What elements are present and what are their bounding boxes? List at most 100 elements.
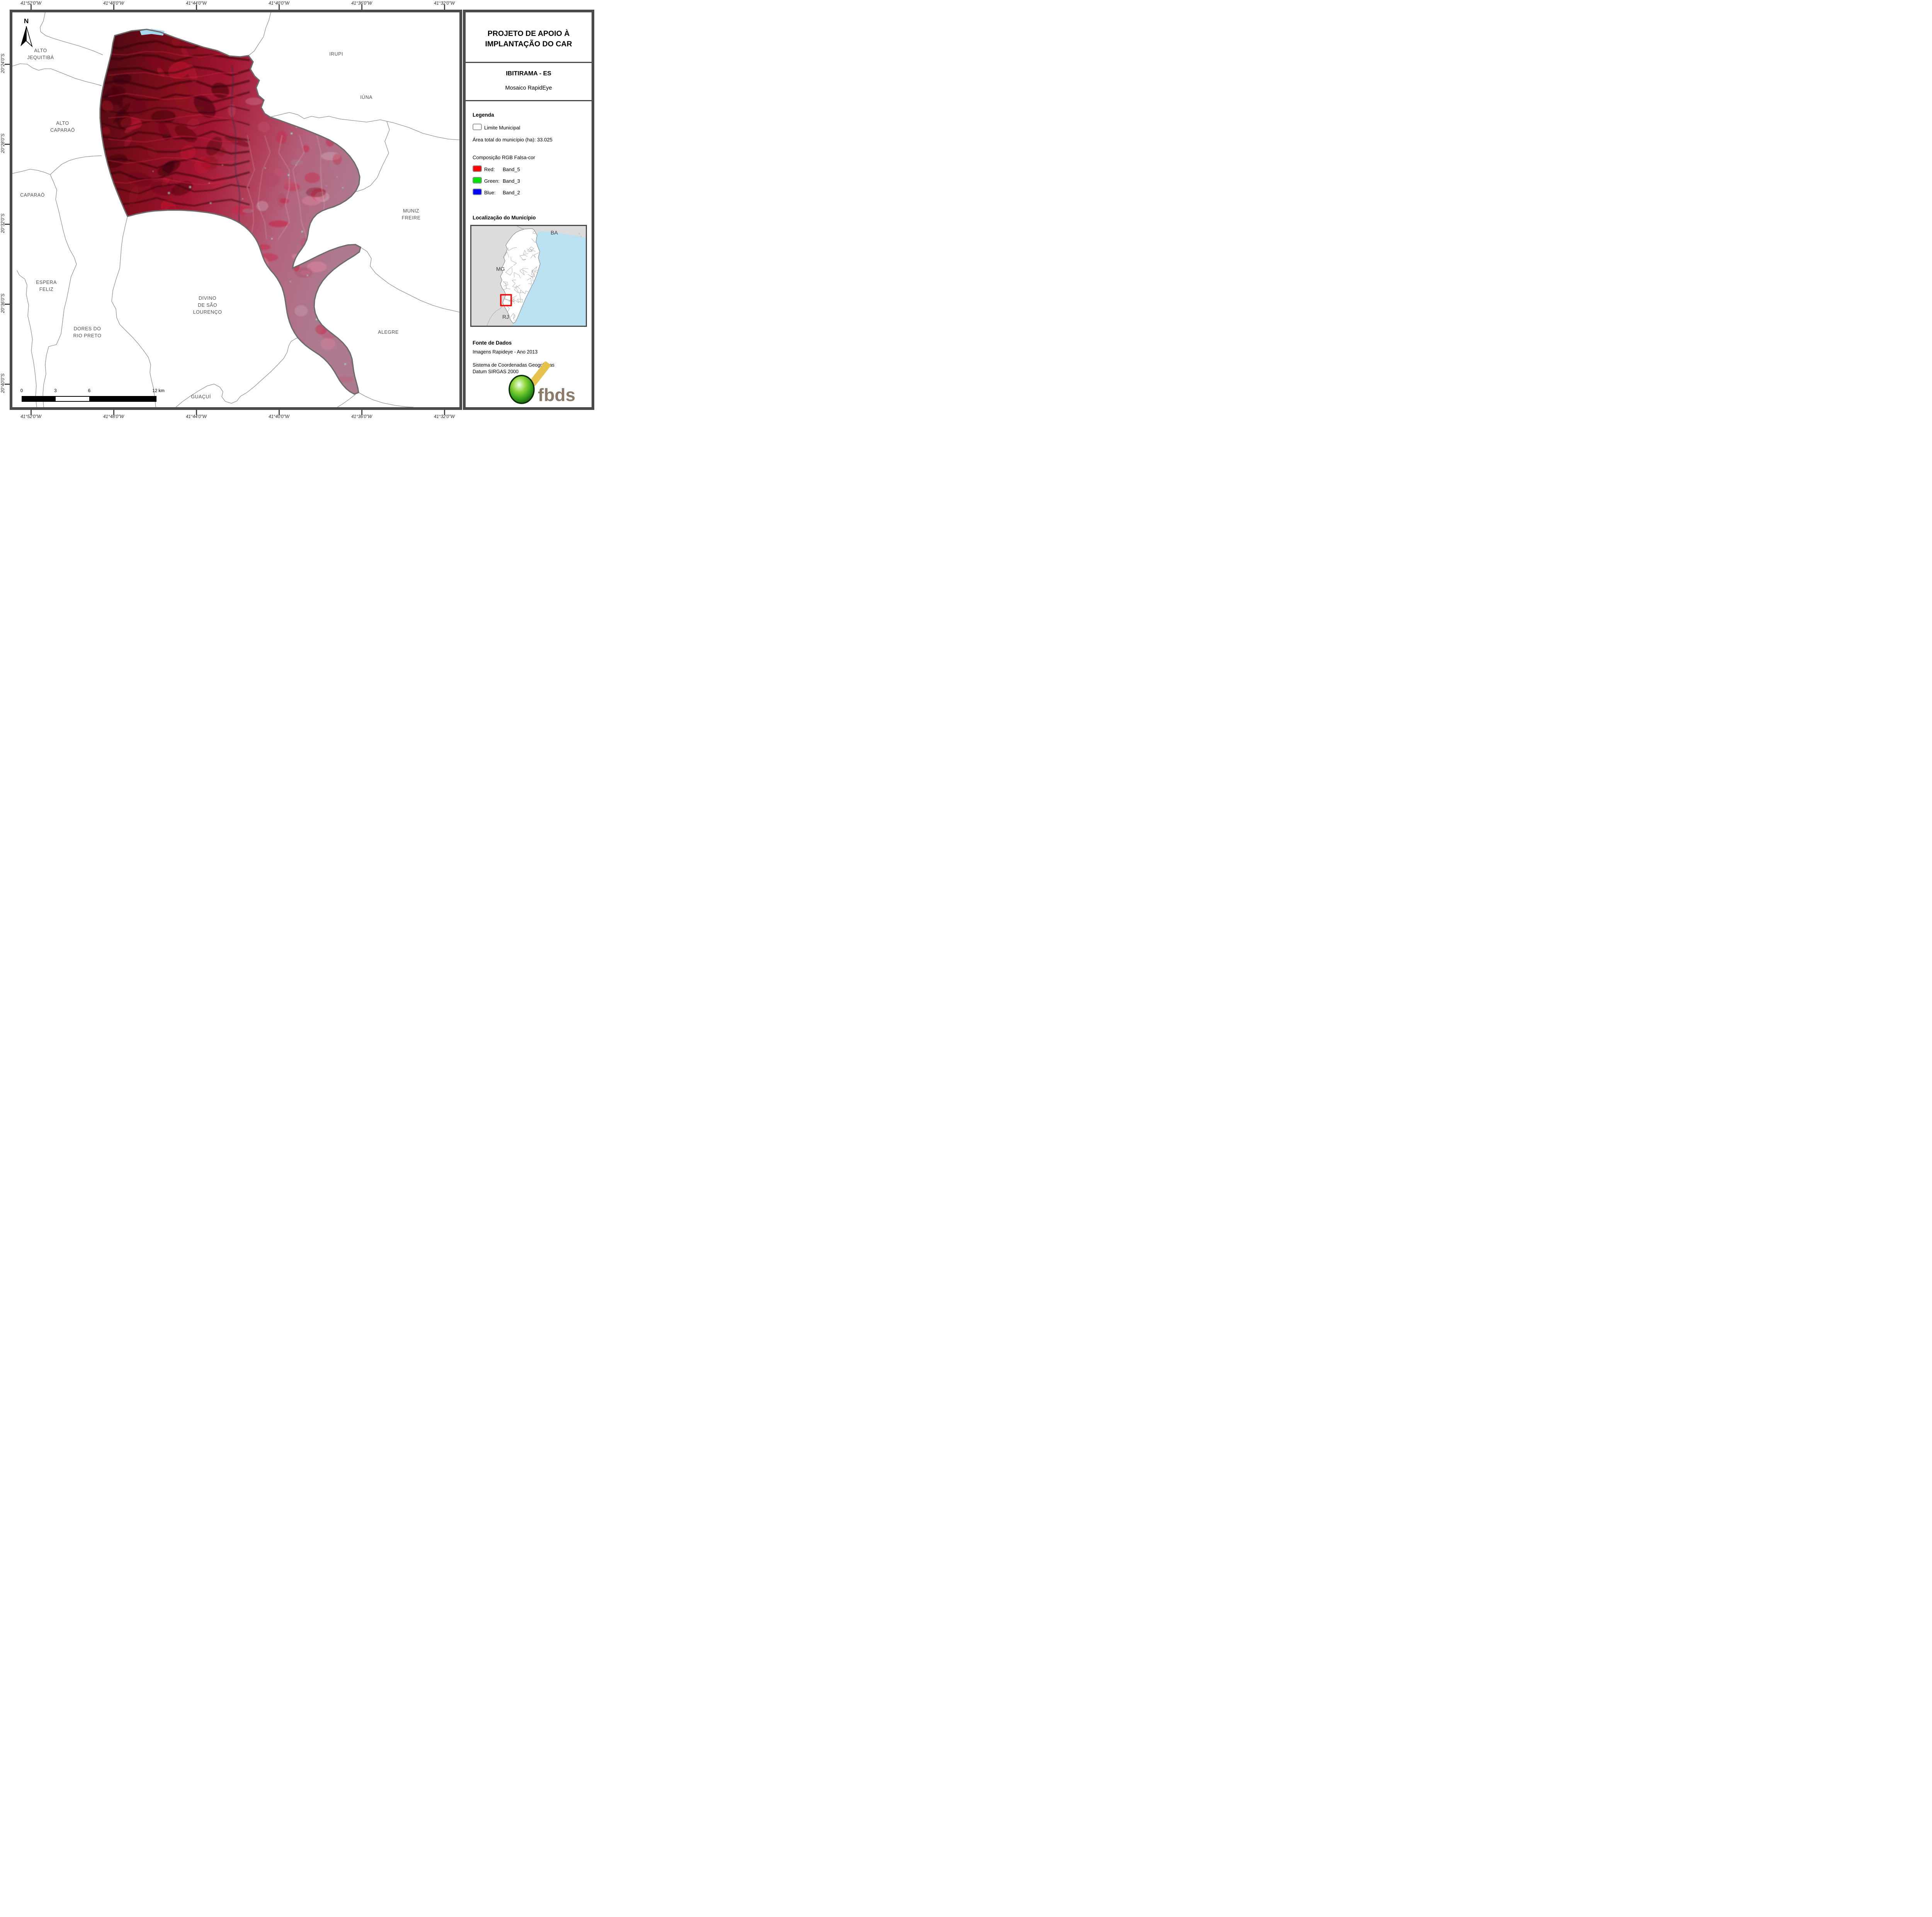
inset-rj-border <box>486 305 503 326</box>
municipal-boundary-line <box>337 394 356 407</box>
x-tick-bottom <box>444 410 445 415</box>
limite-municipal-label: Limite Municipal <box>484 125 520 131</box>
place-label: DIVINO DE SÃO LOURENÇO <box>193 295 222 315</box>
north-arrow-left <box>20 26 26 46</box>
page-title: PROJETO DE APOIO À IMPLANTAÇÃO DO CAR <box>485 29 572 48</box>
x-tick-top <box>113 5 114 10</box>
place-label: ALTO CAPARAÓ <box>50 120 75 133</box>
scale-bar-label: 12 km <box>152 389 165 393</box>
north-label: N <box>24 17 29 25</box>
place-label: MUNIZ FREIRE <box>401 208 421 221</box>
x-tick-label-bottom: 41°52'0"W <box>20 415 41 419</box>
place-label: ALTO JEQUITIBÁ <box>27 48 54 60</box>
x-tick-top <box>444 5 445 10</box>
legend-band-row: Blue: Band_2 <box>473 189 520 195</box>
x-tick-label-top: 41°36'0"W <box>351 1 372 6</box>
municipality-title: IBITIRAMA - ES <box>506 70 551 77</box>
place-label: ALEGRE <box>378 329 399 335</box>
x-tick-label-top: 41°52'0"W <box>20 1 41 6</box>
y-tick-left <box>5 224 10 225</box>
y-tick-label-left: 20°28'0"S <box>1 133 5 153</box>
place-label: GUAÇUÍ <box>191 394 211 399</box>
x-tick-bottom <box>196 410 197 415</box>
place-label: IÚNA <box>360 94 372 100</box>
area-total-label: Área total do município (ha): 33.025 <box>473 137 553 143</box>
x-tick-top <box>31 5 32 10</box>
x-tick-bottom <box>279 410 280 415</box>
inset-municipality-highlight <box>500 294 512 306</box>
band-name: Red: <box>484 167 495 172</box>
datasource-line1: Imagens Rapideye - Ano 2013 <box>473 349 538 355</box>
x-tick-label-top: 41°32'0"W <box>434 1 455 6</box>
y-tick-left <box>5 384 10 385</box>
logo-wordmark: fbds <box>538 385 575 405</box>
band-value: Band_2 <box>503 190 520 195</box>
y-tick-label-left: 20°32'0"S <box>1 213 5 233</box>
y-tick-left <box>5 304 10 305</box>
municipal-boundary-line <box>40 12 103 55</box>
band-name: Blue: <box>484 190 496 195</box>
logo-bar-icon <box>529 361 551 386</box>
x-tick-bottom <box>31 410 32 415</box>
x-tick-label-bottom: 41°44'0"W <box>186 415 207 419</box>
x-tick-label-bottom: 41°40'0"W <box>269 415 289 419</box>
municipal-boundary-line <box>356 121 390 192</box>
rgb-composition-heading: Composição RGB Falsa-cor <box>473 155 535 160</box>
panel-divider <box>466 100 592 101</box>
scale-bar-label: 3 <box>54 389 57 393</box>
legend-band-row: Green: Band_3 <box>473 177 520 184</box>
inset-ocean <box>512 231 586 326</box>
municipal-boundary-line <box>360 247 459 313</box>
municipal-boundary-line <box>111 216 156 407</box>
panel-divider <box>466 62 592 63</box>
inset-state-label: RJ <box>502 314 509 320</box>
legend-band-row: Red: Band_5 <box>473 165 520 172</box>
scale-bar <box>22 396 156 402</box>
satellite-map-canvas[interactable] <box>12 12 459 407</box>
imagery-gap-patch <box>140 29 165 36</box>
municipal-boundary-line <box>17 270 37 407</box>
scale-bar-label: 6 <box>88 389 91 393</box>
logo-sphere-icon <box>509 375 535 404</box>
y-tick-label-left: 20°24'0"S <box>1 53 5 73</box>
band-name: Green: <box>484 178 500 184</box>
inset-state-label: BA <box>551 229 558 236</box>
band-value: Band_5 <box>503 167 520 172</box>
municipal-boundary-line <box>358 392 414 407</box>
datasource-heading: Fonte de Dados <box>473 340 512 346</box>
place-label: CAPARAÓ <box>20 192 45 198</box>
place-label: IRUPI <box>329 51 343 57</box>
x-tick-top <box>196 5 197 10</box>
inset-municipal-cells <box>500 229 540 323</box>
band-color-swatch <box>473 165 482 172</box>
x-tick-bottom <box>361 410 362 415</box>
municipal-boundary-line <box>12 155 102 175</box>
municipal-boundary-line <box>270 112 459 140</box>
municipal-boundary-line <box>43 174 77 407</box>
x-tick-top <box>279 5 280 10</box>
scale-bar-label: 0 <box>20 389 23 393</box>
location-heading: Localização do Município <box>473 215 536 221</box>
legend-heading: Legenda <box>473 112 494 118</box>
x-tick-label-top: 41°48'0"W <box>103 1 124 6</box>
inset-map-canvas: BA MG RJ <box>486 226 586 326</box>
place-label: DORES DO RIO PRETO <box>73 326 102 338</box>
y-tick-left <box>5 64 10 65</box>
x-tick-label-top: 41°40'0"W <box>269 1 289 6</box>
band-color-swatch <box>473 177 482 184</box>
map-document: N PROJETO DE APOIO À IMPLANTAÇÃO DO CAR … <box>0 0 597 422</box>
legend-item-limite[interactable]: Limite Municipal <box>473 124 520 131</box>
north-arrow: N <box>20 17 33 48</box>
location-inset-map[interactable]: BA MG RJ <box>470 225 587 327</box>
y-tick-left <box>5 144 10 145</box>
inset-state-label: MG <box>496 266 505 272</box>
place-label: ESPERA FELIZ <box>36 279 57 292</box>
band-value: Band_3 <box>503 178 520 184</box>
x-tick-label-top: 41°44'0"W <box>186 1 207 6</box>
municipal-boundary-line <box>248 12 271 56</box>
x-tick-bottom <box>113 410 114 415</box>
product-subtitle: Mosaico RapidEye <box>505 85 552 91</box>
x-tick-label-bottom: 41°32'0"W <box>434 415 455 419</box>
band-color-swatch <box>473 189 482 195</box>
x-tick-top <box>361 5 362 10</box>
